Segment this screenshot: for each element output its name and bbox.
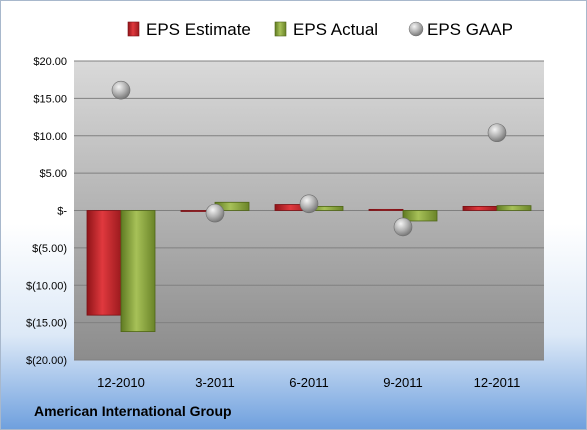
eps-estimate-bar <box>368 208 404 211</box>
legend-label-eps-actual: EPS Actual <box>293 20 378 39</box>
y-tick-label: $(5.00) <box>32 243 67 255</box>
eps-gaap-point <box>487 123 507 143</box>
legend-label-eps-gaap: EPS GAAP <box>427 20 513 39</box>
eps-estimate-bar <box>462 205 498 211</box>
x-category-label: 3-2011 <box>195 375 235 390</box>
x-category-label: 12-2010 <box>97 375 145 390</box>
y-tick-label: $15.00 <box>33 93 67 105</box>
eps-actual-bar <box>496 205 532 211</box>
company-name: American International Group <box>34 403 232 419</box>
y-tick-label: $(15.00) <box>26 318 67 330</box>
y-tick-label: $10.00 <box>33 131 67 143</box>
eps-gaap-point <box>393 217 413 237</box>
legend-swatch-eps-actual <box>274 21 287 37</box>
eps-actual-bar <box>402 210 438 222</box>
legend-swatch-eps-gaap <box>408 21 424 37</box>
eps-gaap-point <box>299 194 319 214</box>
eps-actual-bar <box>120 210 156 332</box>
eps-gaap-point <box>205 203 225 223</box>
y-tick-label: $- <box>57 206 67 218</box>
legend-label-eps-estimate: EPS Estimate <box>146 20 251 39</box>
y-tick-label: $20.00 <box>33 56 67 68</box>
x-category-label: 12-2011 <box>474 375 521 390</box>
x-category-label: 6-2011 <box>289 375 329 390</box>
eps-gaap-point <box>111 80 131 100</box>
y-tick-label: $5.00 <box>39 168 67 180</box>
eps-estimate-bar <box>86 210 122 316</box>
legend-swatch-eps-estimate <box>127 21 140 37</box>
y-tick-label: $(20.00) <box>26 355 67 367</box>
y-tick-label: $(10.00) <box>26 280 67 292</box>
x-category-label: 9-2011 <box>383 375 423 390</box>
